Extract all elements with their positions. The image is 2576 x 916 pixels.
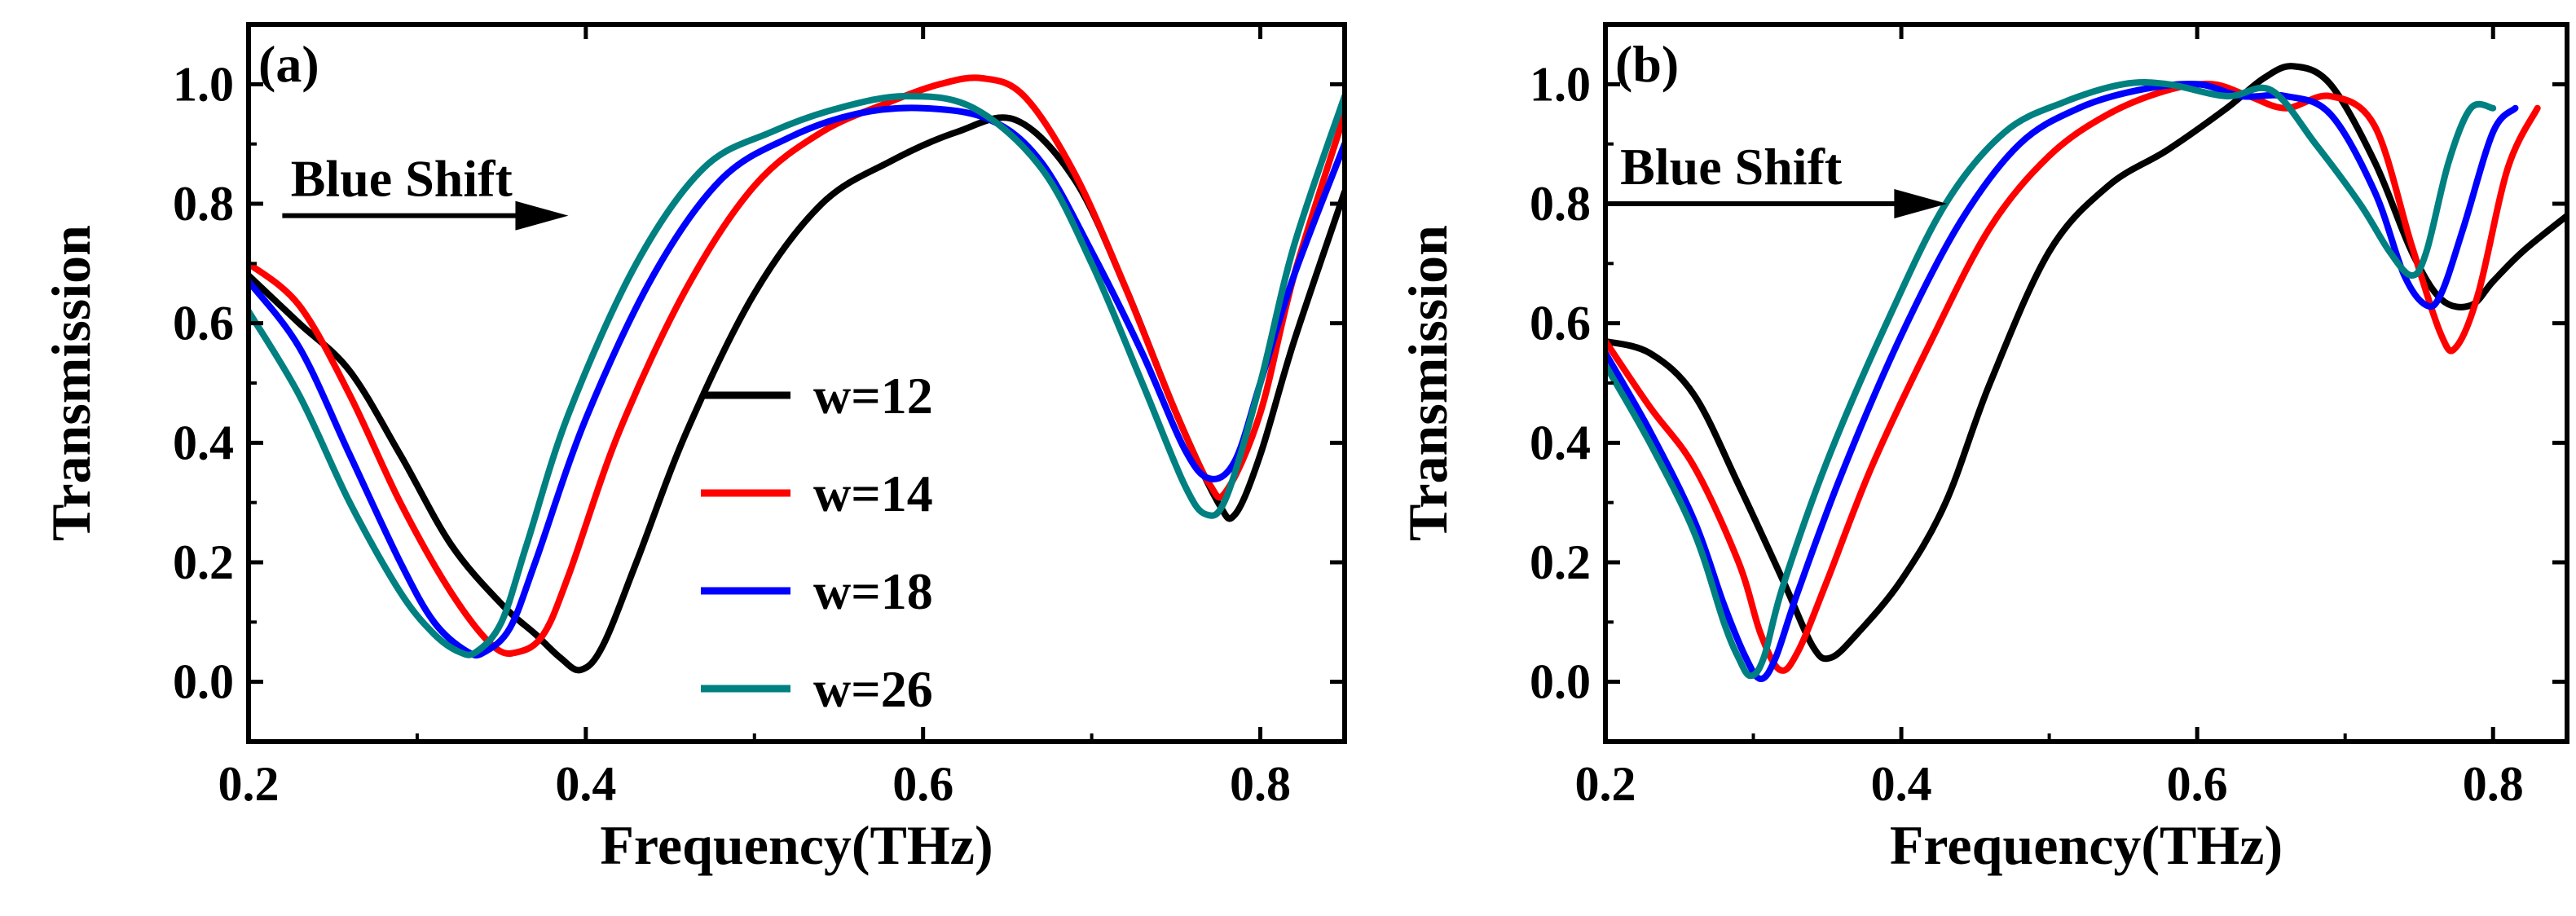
y-axis-title: Transmission <box>40 225 102 541</box>
plot-frame <box>1603 22 2569 744</box>
legend-label-w=18: w=18 <box>813 562 933 620</box>
blue-shift-label: Blue Shift <box>291 150 513 208</box>
panel-label: (b) <box>1615 35 1679 93</box>
series-line-w=26 <box>1605 79 2497 680</box>
y-tick-label: 0.0 <box>1530 655 1591 709</box>
series-line-w=12 <box>249 114 1345 674</box>
chart-panel-a: 0.2 0.4 0.6 0.8 0.0 0.2 0.4 0.6 0.8 1.0 Frequency(… <box>40 22 1347 876</box>
y-tick-label: 0.4 <box>1530 416 1591 469</box>
y-tick-label: 0.2 <box>1530 535 1591 589</box>
y-tick-label: 1.0 <box>1530 57 1591 111</box>
legend-label-w=14: w=14 <box>813 465 933 522</box>
series-line-w=18 <box>1605 81 2519 682</box>
legend: w=12 w=14 w=18 w=26 <box>701 367 933 718</box>
series-line-w=18 <box>249 104 1345 659</box>
y-tick-label: 0.6 <box>173 297 234 350</box>
series-line-w=14 <box>1605 81 2541 674</box>
x-tick-label: 0.4 <box>1871 757 1932 811</box>
x-tick-label: 0.8 <box>1230 757 1291 811</box>
y-tick-label: 0.4 <box>173 416 234 469</box>
blue-shift-label: Blue Shift <box>1620 138 1843 196</box>
y-tick-label: 0.8 <box>1530 177 1591 231</box>
x-tick-label: 0.4 <box>555 757 616 811</box>
arrow-head <box>515 200 569 231</box>
panel-label: (a) <box>258 35 319 93</box>
series-line-w=26 <box>249 93 1345 658</box>
y-tick-label: 1.0 <box>173 57 234 111</box>
x-axis-title: Frequency(THz) <box>1890 814 2283 876</box>
x-axis-title: Frequency(THz) <box>600 814 993 876</box>
x-tick-label: 0.6 <box>892 757 953 811</box>
y-axis-title: Transmission <box>1397 225 1459 541</box>
y-tick-label: 0.2 <box>173 535 234 589</box>
series-line-w=14 <box>249 74 1345 657</box>
chart-panel-b: 0.2 0.4 0.6 0.8 0.0 0.2 0.4 0.6 0.8 1.0 Frequency(… <box>1397 22 2569 876</box>
arrow-head <box>1894 189 1948 218</box>
legend-label-w=12: w=12 <box>813 367 933 425</box>
x-tick-label: 0.8 <box>2463 757 2524 811</box>
x-tick-label: 0.2 <box>1575 757 1636 811</box>
y-tick-label: 0.8 <box>173 177 234 231</box>
x-tick-label: 0.2 <box>218 757 280 811</box>
series-group <box>249 74 1345 674</box>
legend-label-w=26: w=26 <box>813 660 933 718</box>
y-tick-label: 0.0 <box>173 655 234 709</box>
y-tick-label: 0.6 <box>1530 297 1591 350</box>
x-tick-label: 0.6 <box>2167 757 2228 811</box>
series-group <box>1605 63 2567 682</box>
series-line-w=12 <box>1605 63 2567 663</box>
